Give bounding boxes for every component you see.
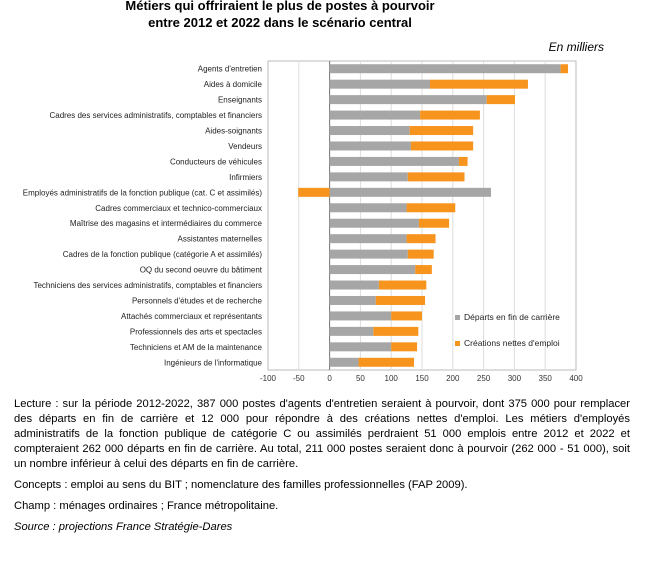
bar-segment-departs (329, 156, 459, 166)
bar-segment-departs (329, 326, 374, 336)
bar-segment-creations (415, 265, 432, 275)
category-label: Maîtrise des magasins et intermédiaires … (70, 219, 263, 228)
bar-segment-creations (418, 218, 450, 228)
notes: Lecture : sur la période 2012-2022, 387 … (14, 397, 630, 541)
category-label: Enseignants (218, 96, 262, 105)
bar-segment-departs (329, 265, 416, 275)
bar-segment-creations (378, 280, 427, 290)
legend-swatch (455, 315, 460, 320)
bar-segment-departs (329, 126, 410, 136)
bar-segment-departs (329, 79, 431, 89)
bar-segment-departs (329, 280, 379, 290)
bar-segment-creations (407, 172, 465, 182)
category-label: Aides-soignants (205, 127, 262, 136)
bar-segment-creations (391, 342, 418, 352)
bar-segment-departs (329, 110, 421, 120)
category-label: Vendeurs (228, 142, 262, 151)
bar-segment-creations (406, 203, 456, 213)
bar-segment-creations (407, 249, 434, 259)
bar-segment-departs (329, 203, 407, 213)
note-champ: Champ : ménages ordinaires ; France métr… (14, 500, 279, 512)
title-line-2: entre 2012 et 2022 dans le scénario cent… (148, 15, 412, 30)
legend-label: Créations nettes d'emploi (464, 338, 560, 348)
bar-segment-creations (560, 64, 568, 74)
bar-segment-departs (329, 95, 487, 105)
bar-segment-creations (391, 311, 422, 321)
bar-segment-creations (406, 234, 436, 244)
x-tick-label: 0 (327, 374, 332, 383)
x-tick-label: 50 (356, 374, 365, 383)
category-label: Techniciens des services administratifs,… (33, 281, 262, 290)
title-line-1: Métiers qui offriraient le plus de poste… (125, 0, 435, 13)
bar-segment-departs (329, 218, 419, 228)
category-label: Cadres de la fonction publique (catégori… (63, 250, 263, 259)
x-tick-label: 150 (415, 374, 429, 383)
bar-segment-creations (298, 187, 330, 197)
category-label: Conducteurs de véhicules (170, 157, 262, 166)
unit-label: En milliers (548, 40, 604, 54)
bar-segment-departs (329, 64, 561, 74)
x-tick-label: 250 (477, 374, 491, 383)
category-label: Agents d'entretien (198, 65, 262, 74)
bar-segment-departs (329, 187, 491, 197)
bar-segment-departs (329, 295, 376, 305)
category-label: Cadres commerciaux et technico-commercia… (95, 204, 262, 213)
category-label: OQ du second oeuvre du bâtiment (140, 266, 263, 275)
category-label: Infirmiers (229, 173, 262, 182)
category-label: Employés administratifs de la fonction p… (23, 188, 263, 197)
x-tick-label: 200 (446, 374, 460, 383)
bar-segment-creations (486, 95, 516, 105)
bar-segment-creations (373, 326, 419, 336)
x-tick-label: 400 (569, 374, 583, 383)
bar-segment-departs (329, 172, 408, 182)
bar-segment-departs (329, 249, 408, 259)
source: Source : projections France Stratégie-Da… (14, 521, 233, 533)
category-label: Personnels d'études et de recherche (132, 296, 263, 305)
bar-segment-departs (329, 357, 359, 367)
legend-swatch (455, 341, 460, 346)
bar-segment-creations (375, 295, 426, 305)
x-tick-label: -100 (260, 374, 277, 383)
bar-chart: -100 -50 0 50 100 150 200 250 300 350 400 Agents d'… (23, 60, 583, 383)
x-tick-label: 350 (539, 374, 553, 383)
bar-segment-creations (409, 126, 474, 136)
bar-segment-creations (420, 110, 480, 120)
category-label: Attachés commerciaux et représentants (121, 312, 262, 321)
note-lecture: Lecture : sur la période 2012-2022, 387 … (14, 398, 630, 470)
legend-label: Départs en fin de carrière (464, 312, 560, 322)
category-label: Aides à domicile (204, 80, 263, 89)
category-label: Cadres des services administratifs, comp… (49, 111, 262, 120)
bar-segment-creations (358, 357, 414, 367)
note-concepts: Concepts : emploi au sens du BIT ; nomen… (14, 479, 468, 491)
category-label: Techniciens et AM de la maintenance (130, 343, 263, 352)
chart-title: Métiers qui offriraient le plus de poste… (0, 0, 560, 31)
category-label: Assistantes maternelles (178, 235, 262, 244)
x-tick-label: 300 (508, 374, 522, 383)
bar-segment-departs (329, 141, 411, 151)
bar-segment-departs (329, 311, 392, 321)
x-tick-label: -50 (293, 374, 305, 383)
bar-segment-departs (329, 234, 407, 244)
bar-segment-creations (458, 156, 468, 166)
bar-segment-creations (410, 141, 474, 151)
bar-segment-creations (430, 79, 528, 89)
category-label: Professionnels des arts et spectacles (130, 327, 262, 336)
bar-segment-departs (329, 342, 392, 352)
category-label: Ingénieurs de l'informatique (164, 358, 263, 367)
x-tick-label: 100 (385, 374, 399, 383)
